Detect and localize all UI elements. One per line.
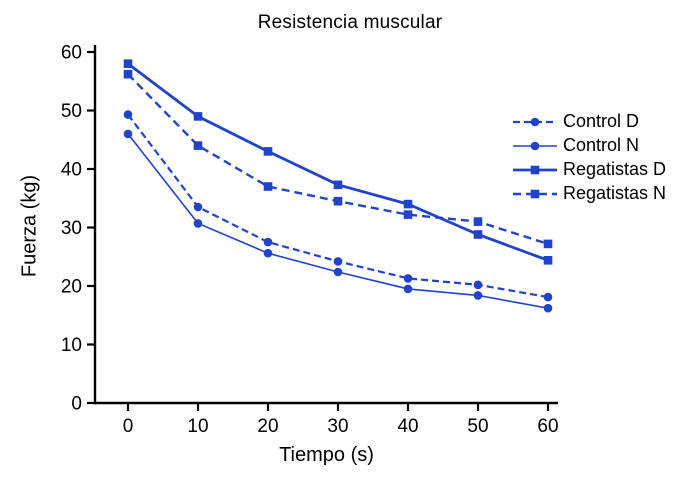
marker-square-regatistas-d <box>193 112 203 121</box>
marker-circle-control-d <box>263 237 273 247</box>
marker-circle-control-d <box>333 257 343 266</box>
marker-circle-control-n <box>403 284 413 294</box>
y-tick-label: 20 <box>61 277 82 298</box>
marker-circle-control-n <box>333 267 343 277</box>
legend-item-regatistas-d: Regatistas D <box>512 159 666 180</box>
legend-sample-regatistas-d <box>513 165 557 174</box>
marker-square-regatistas-d <box>333 180 343 190</box>
marker-circle-control-d <box>403 274 413 283</box>
series-line-control-n <box>127 133 549 309</box>
marker-square-regatistas-n <box>263 182 273 191</box>
marker-square-regatistas-d <box>123 59 133 68</box>
legend-label: Control N <box>563 135 640 155</box>
marker-circle-control-n <box>473 291 483 300</box>
x-tick-label: 40 <box>397 416 418 437</box>
marker-circle-control-n <box>543 303 553 313</box>
x-tick-label: 10 <box>187 416 208 437</box>
marker-square-regatistas-n <box>473 217 483 226</box>
x-tick-label: 50 <box>467 416 488 437</box>
x-tick-label: 30 <box>327 416 348 437</box>
legend-label: Control D <box>563 111 640 131</box>
marker-square-regatistas-n <box>403 210 413 219</box>
y-tick-label: 60 <box>61 43 82 64</box>
x-tick-label: 0 <box>123 416 134 437</box>
marker-circle-control-n <box>123 129 133 139</box>
series-line-regatistas-d <box>127 62 549 262</box>
legend-sample-control-n <box>513 141 557 150</box>
x-tick-label: 20 <box>257 416 278 437</box>
marker-square-regatistas-d <box>403 199 413 209</box>
marker-circle-control-n <box>193 219 203 228</box>
legend-item-control-n: Control N <box>512 135 666 156</box>
legend-marker <box>530 165 540 174</box>
legend-marker <box>530 117 540 126</box>
marker-circle-control-d <box>193 202 203 212</box>
legend-sample-regatistas-n <box>513 189 557 198</box>
legend-marker <box>530 189 540 198</box>
legend-sample-control-d <box>513 117 557 126</box>
marker-square-regatistas-d <box>473 230 483 239</box>
y-tick-label: 0 <box>71 394 82 415</box>
marker-circle-control-d <box>543 292 553 302</box>
marker-square-regatistas-n <box>543 239 553 249</box>
y-tick-label: 50 <box>61 101 82 122</box>
legend: Control D Control N Regatistas D Regatistas… <box>512 111 666 204</box>
marker-square-regatistas-d <box>263 147 273 156</box>
x-axis-label: Tiempo (s) <box>279 444 374 466</box>
y-tick-label: 40 <box>61 160 82 181</box>
legend-label: Regatistas D <box>563 159 667 179</box>
marker-square-regatistas-n <box>333 196 343 206</box>
legend-label: Regatistas N <box>563 183 667 203</box>
y-tick-label: 30 <box>61 218 82 239</box>
y-axis-label: Fuerza (kg) <box>18 174 41 278</box>
chart-title: Resistencia muscular <box>257 12 443 33</box>
x-tick-label: 60 <box>537 416 558 437</box>
marker-square-regatistas-n <box>123 69 133 79</box>
marker-square-regatistas-n <box>193 141 203 150</box>
legend-item-regatistas-n: Regatistas N <box>512 183 666 204</box>
legend-item-control-d: Control D <box>512 111 666 132</box>
series-line-regatistas-n <box>127 73 549 246</box>
marker-square-regatistas-d <box>543 256 553 265</box>
marker-circle-control-d <box>473 280 483 290</box>
y-tick-label: 10 <box>61 335 82 356</box>
marker-circle-control-n <box>263 248 273 258</box>
marker-circle-control-d <box>123 110 133 119</box>
legend-marker <box>530 141 540 150</box>
